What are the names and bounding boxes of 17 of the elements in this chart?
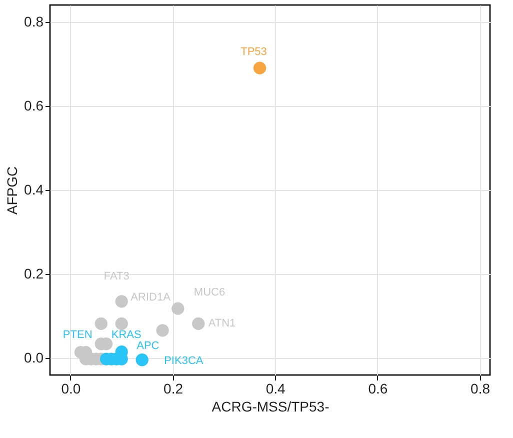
x-tick-label: 0.8 — [470, 380, 490, 396]
y-tick-label: 0.4 — [24, 182, 44, 198]
x-tick-label: 0.0 — [61, 380, 81, 396]
y-tick-label: 0.8 — [24, 13, 44, 30]
annotation: PIK3CA — [164, 354, 204, 367]
x-tick-label: 0.4 — [266, 380, 286, 396]
annotation: TP53 — [240, 46, 267, 58]
annotation: PTEN — [62, 329, 92, 342]
y-axis-title: AFPGC — [4, 166, 20, 215]
x-tick-label: 0.2 — [164, 380, 184, 396]
annotation: KRAS — [111, 329, 142, 342]
y-tick-label: 0.0 — [24, 350, 44, 366]
y-tick-label: 0.6 — [24, 97, 44, 114]
x-tick-label: 0.6 — [368, 380, 388, 396]
annotation: APC — [136, 340, 160, 352]
y-tick-label: 0.2 — [24, 266, 44, 282]
x-axis-title: ACRG-MSS/TP53- — [212, 398, 330, 414]
